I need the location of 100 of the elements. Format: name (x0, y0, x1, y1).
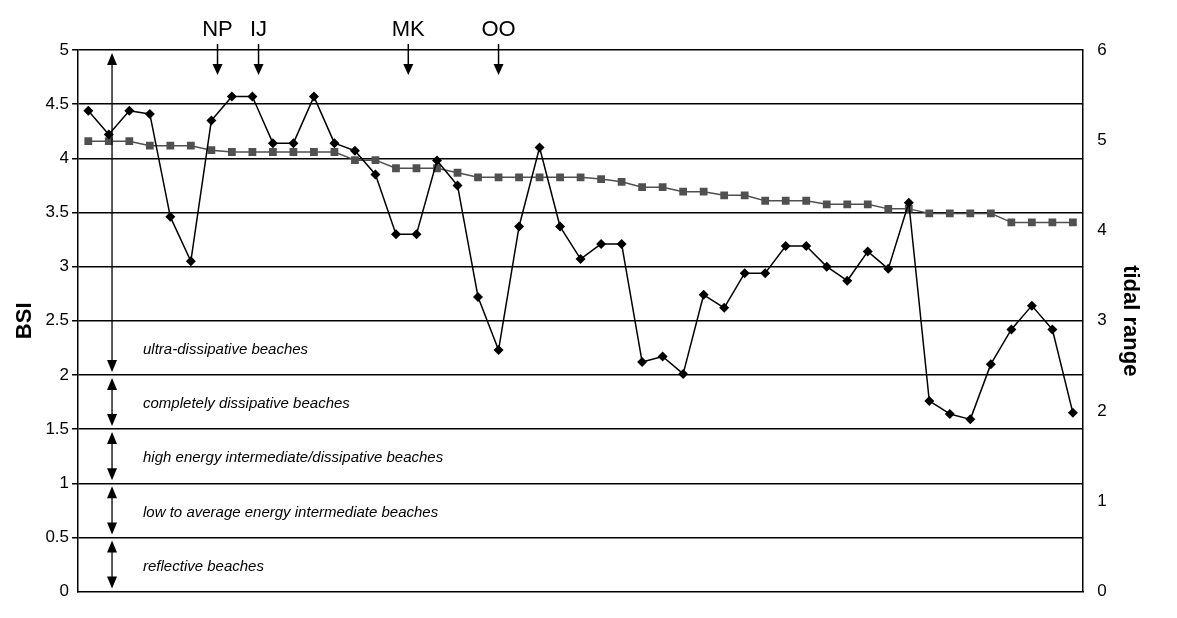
point (883, 263, 894, 274)
point (842, 275, 853, 286)
point (330, 148, 339, 156)
point (535, 173, 544, 182)
point (329, 138, 340, 149)
point (473, 291, 484, 302)
point (985, 359, 996, 370)
y2-tick-label: 5 (1097, 129, 1107, 149)
point (986, 209, 995, 218)
point (308, 91, 319, 102)
point (556, 173, 564, 182)
point (515, 173, 523, 182)
y-tick-label: 3 (59, 256, 70, 276)
y-tick-label: 3.5 (45, 202, 70, 222)
point (453, 168, 462, 177)
point (412, 164, 421, 173)
point (1048, 218, 1057, 227)
y2-axis-title: tidal range (1118, 265, 1144, 377)
point (494, 173, 503, 182)
point (678, 368, 689, 379)
y-tick-label: 5 (59, 39, 70, 59)
point (965, 414, 976, 425)
point (1006, 324, 1017, 335)
point (903, 197, 914, 208)
point (125, 137, 134, 146)
point (493, 345, 504, 356)
point (411, 229, 422, 240)
point (802, 196, 811, 205)
point (555, 221, 566, 232)
point (289, 148, 298, 156)
y-tick-label: 0.5 (45, 527, 70, 547)
point (247, 91, 258, 102)
point (698, 289, 709, 300)
point (740, 191, 749, 200)
point (390, 229, 401, 240)
text: MK (391, 16, 426, 41)
point (267, 138, 278, 149)
point (843, 200, 852, 209)
point (185, 256, 196, 267)
point (638, 183, 647, 192)
y-tick-label: 2 (59, 364, 70, 384)
point (966, 209, 975, 218)
point (83, 105, 94, 116)
point (699, 187, 708, 196)
annotation: ultra-dissipative beaches (143, 340, 309, 358)
annotation: completely dissipative beaches (143, 394, 351, 412)
point (514, 221, 525, 232)
point (597, 175, 605, 183)
point (84, 137, 93, 146)
point (719, 302, 730, 313)
point (349, 145, 360, 156)
y-axis-title: BSI (11, 302, 37, 340)
y2-tick-label: 1 (1097, 491, 1107, 511)
point (1047, 324, 1058, 335)
point (269, 148, 277, 156)
y-tick-label: 1.5 (45, 418, 70, 438)
point (432, 155, 442, 166)
point (925, 209, 934, 218)
annotation: low to average energy intermediate beaches (143, 502, 439, 520)
point (371, 156, 380, 165)
point (760, 268, 771, 279)
point (206, 115, 217, 126)
point (822, 200, 831, 209)
text: OO (481, 16, 516, 41)
point (679, 187, 688, 196)
point (637, 356, 648, 367)
y-tick-label: 2.5 (45, 310, 70, 330)
point (739, 268, 750, 279)
point (1026, 300, 1037, 311)
point (207, 146, 216, 155)
point (720, 191, 729, 200)
point (575, 254, 586, 265)
point (761, 196, 770, 205)
point (780, 241, 791, 252)
y2-tick-label: 4 (1097, 220, 1107, 240)
point (145, 141, 154, 150)
point (945, 209, 954, 218)
point (351, 156, 359, 165)
point (944, 408, 955, 419)
text: NP (202, 16, 233, 41)
point (124, 105, 135, 116)
point (288, 138, 299, 149)
point (863, 200, 872, 209)
point (227, 148, 236, 156)
point (576, 173, 585, 182)
y-tick-label: 1 (59, 472, 70, 492)
point (924, 395, 935, 406)
point (534, 142, 545, 153)
y2-tick-label: 0 (1097, 581, 1107, 601)
y-tick-label: 0 (59, 581, 70, 601)
point (1069, 218, 1077, 227)
point (657, 351, 668, 362)
y2-tick-label: 2 (1097, 400, 1107, 420)
point (781, 196, 790, 205)
point (658, 183, 667, 192)
point (596, 238, 607, 249)
point (392, 164, 400, 173)
point (452, 180, 463, 191)
point (226, 91, 237, 102)
y2-tick-label: 3 (1097, 310, 1107, 330)
